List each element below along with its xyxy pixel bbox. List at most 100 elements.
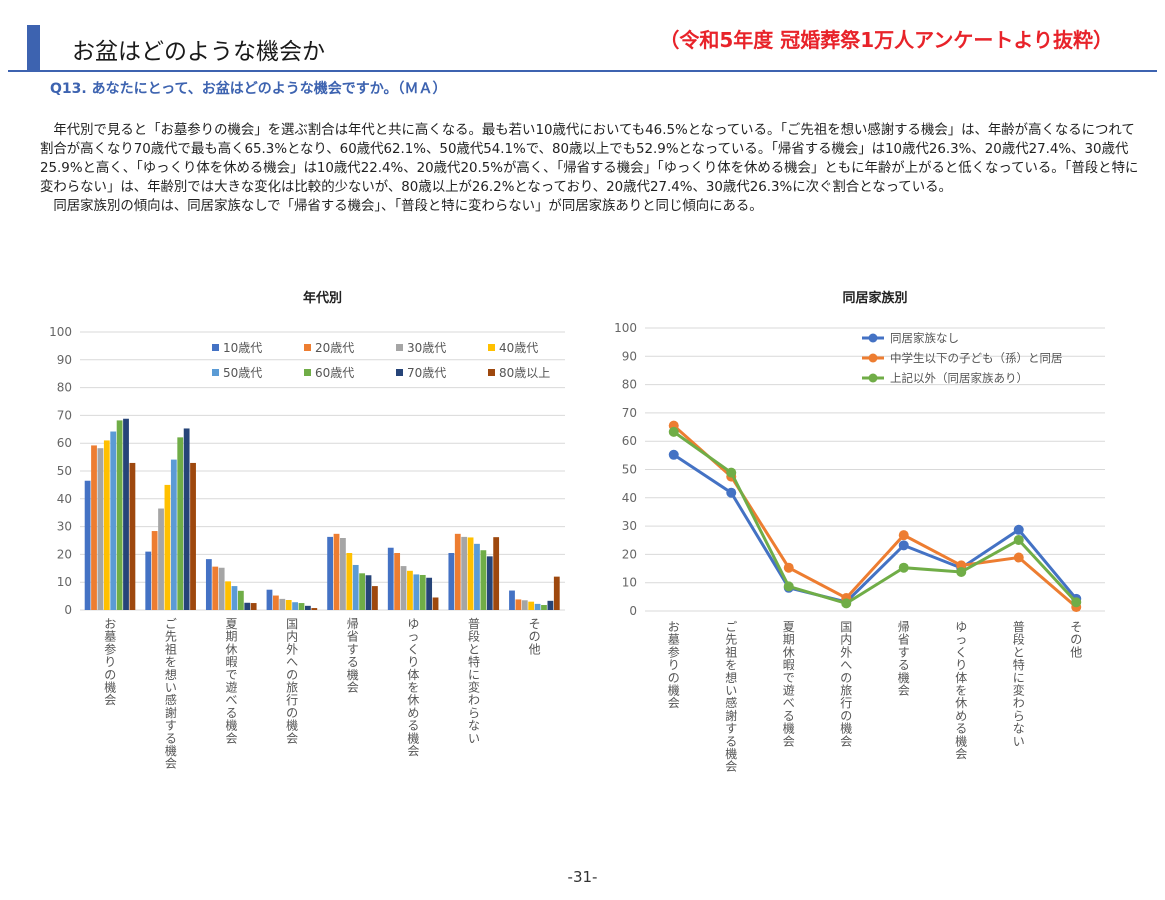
legend-swatch xyxy=(488,369,495,376)
x-tick-label: 普段と特に変わらない xyxy=(1013,620,1025,748)
bar xyxy=(244,602,251,610)
bar xyxy=(103,440,110,610)
bar xyxy=(521,600,528,610)
bar xyxy=(432,597,439,610)
bar xyxy=(461,536,468,610)
x-tick-label: 帰省する機会 xyxy=(347,617,359,695)
legend-marker xyxy=(868,353,878,363)
bar xyxy=(91,445,97,610)
data-point xyxy=(1013,524,1024,535)
data-point xyxy=(1013,534,1024,545)
y-tick-label: 70 xyxy=(57,408,72,422)
y-tick-label: 0 xyxy=(629,604,637,618)
bar xyxy=(285,599,292,610)
y-tick-label: 60 xyxy=(622,434,637,448)
bar xyxy=(205,559,212,610)
x-tick-label: お墓参りの機会 xyxy=(668,620,680,710)
legend-swatch xyxy=(304,344,311,351)
bar xyxy=(340,537,346,610)
bar xyxy=(304,605,311,610)
y-tick-label: 10 xyxy=(622,576,637,590)
bar xyxy=(486,556,493,610)
age-group-bar-chart: 年代別 0 10 20 30 40 50 60 70 80 90 100 お墓参りの機会 ご先祖を想い感謝… xyxy=(49,290,565,771)
bar xyxy=(164,484,171,610)
data-point xyxy=(726,467,737,478)
y-tick-label: 90 xyxy=(622,349,637,363)
bar xyxy=(158,508,164,610)
bar xyxy=(333,533,340,610)
bar xyxy=(541,604,547,610)
bar xyxy=(407,570,413,610)
bar xyxy=(231,586,238,610)
bar xyxy=(272,595,279,610)
page-title: お盆はどのような機会か xyxy=(72,39,325,65)
bar xyxy=(84,480,91,610)
data-point xyxy=(668,426,679,437)
summary-text: 年代別で見ると「お墓参りの機会」を選ぶ割合は年代と共に高くなる。最も若い10歳代… xyxy=(40,121,1140,216)
bar xyxy=(190,462,196,610)
legend-label: 40歳代 xyxy=(499,341,538,355)
data-point xyxy=(898,530,909,541)
legend-marker xyxy=(868,373,878,383)
x-tick-label: その他 xyxy=(529,617,541,656)
bar xyxy=(528,601,535,610)
x-tick-label: ゆっくり体を休める機会 xyxy=(955,620,967,761)
legend-label: 50歳代 xyxy=(223,366,262,380)
bar xyxy=(467,537,474,610)
x-tick-label: ご先祖を想い感謝する機会 xyxy=(725,619,737,774)
bar xyxy=(292,602,298,610)
y-tick-label: 40 xyxy=(57,492,72,506)
bar xyxy=(151,531,158,610)
legend-label: 80歳以上 xyxy=(499,366,550,380)
legend-label: 60歳代 xyxy=(315,366,354,380)
x-tick-label: 国内外への旅行の機会 xyxy=(840,620,852,748)
chart-title: 年代別 xyxy=(303,290,342,306)
bar xyxy=(218,567,225,610)
series-line xyxy=(672,424,1078,609)
bar xyxy=(547,600,554,610)
summary-paragraph-2: 同居家族別の傾向は、同居家族なしで「帰省する機会」、「普段と特に変わらない」が同… xyxy=(53,199,763,214)
bar xyxy=(123,418,129,610)
data-point xyxy=(1071,597,1082,608)
bar xyxy=(97,448,104,610)
y-tick-label: 50 xyxy=(57,464,72,478)
data-point xyxy=(783,562,794,573)
chart-title: 同居家族別 xyxy=(842,290,907,306)
bar xyxy=(493,537,500,610)
bar xyxy=(110,431,117,610)
x-tick-label: ゆっくり体を休める機会 xyxy=(407,617,419,758)
legend-swatch xyxy=(396,369,403,376)
series-line xyxy=(672,430,1078,605)
bar xyxy=(170,459,177,610)
header-divider xyxy=(8,70,1157,72)
y-tick-label: 0 xyxy=(64,603,72,617)
title-accent-bar xyxy=(27,25,40,71)
bar xyxy=(400,566,407,610)
bar xyxy=(298,603,305,610)
bar xyxy=(225,581,231,610)
bar xyxy=(509,590,515,610)
y-tick-label: 70 xyxy=(622,406,637,420)
legend-label: 中学生以下の子ども（孫）と同居 xyxy=(890,351,1063,365)
data-point xyxy=(726,487,737,498)
data-point xyxy=(898,562,909,573)
bar xyxy=(394,553,401,610)
page-number: -31- xyxy=(567,868,598,886)
y-tick-label: 20 xyxy=(622,547,637,561)
bar xyxy=(419,574,426,610)
legend-swatch xyxy=(488,344,495,351)
bar xyxy=(454,533,461,610)
legend-swatch xyxy=(212,369,219,376)
y-tick-label: 30 xyxy=(57,520,72,534)
data-point xyxy=(783,581,794,592)
bar xyxy=(346,553,353,610)
data-point xyxy=(898,540,909,551)
legend-swatch xyxy=(212,344,219,351)
legend-label: 70歳代 xyxy=(407,366,446,380)
x-tick-label: 国内外への旅行の機会 xyxy=(286,617,298,745)
legend-swatch xyxy=(396,344,403,351)
y-tick-label: 50 xyxy=(622,463,637,477)
bar xyxy=(515,599,522,610)
bar xyxy=(352,564,359,610)
bar xyxy=(145,551,152,610)
